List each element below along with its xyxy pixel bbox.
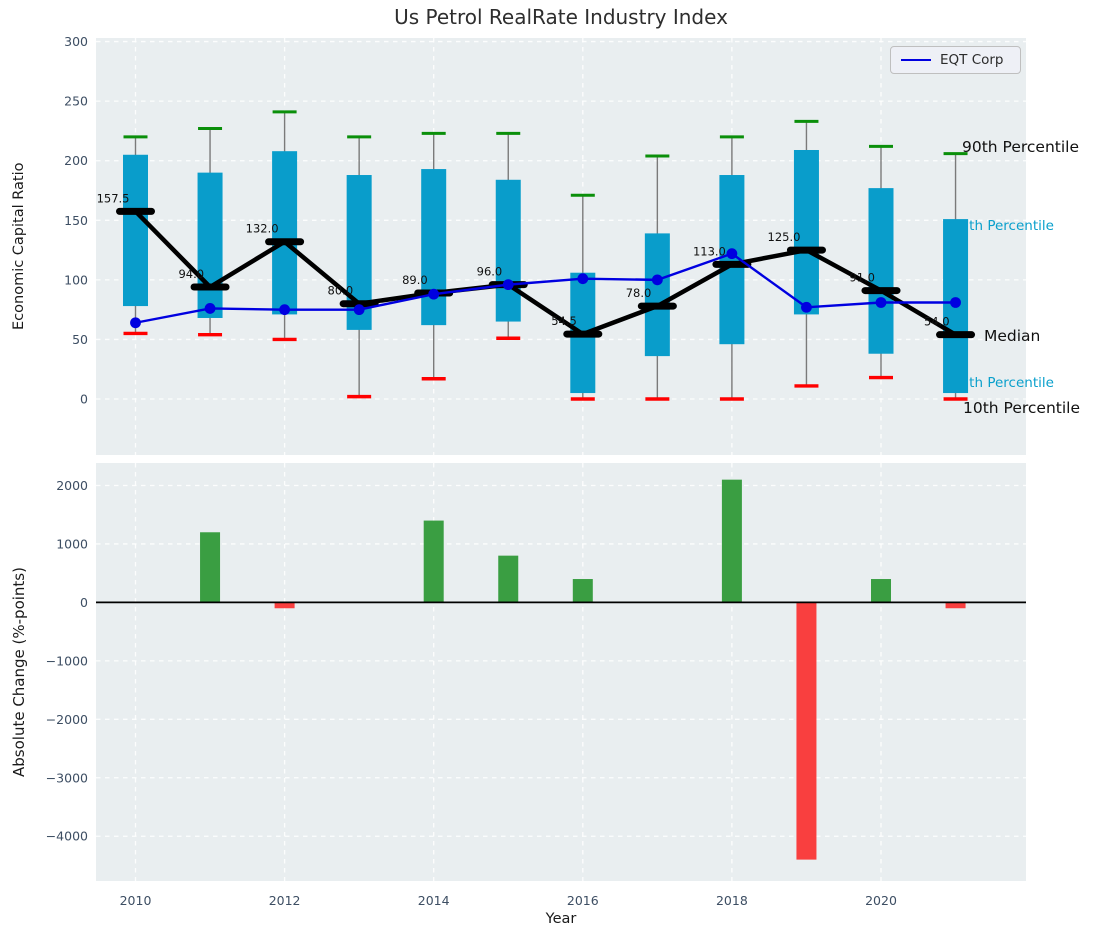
legend: EQT Corp: [890, 46, 1021, 74]
data-layer: 157.5 94.0 132.0 80.0 89.0 96.0 54.5 78.0 113.0 1…: [96, 110, 1026, 860]
legend-line-swatch: [901, 59, 931, 61]
box-2010: [123, 154, 148, 307]
median-marker-2021: [936, 331, 976, 339]
y-tick-label: 1000: [56, 536, 88, 551]
median-line: [133, 209, 957, 337]
box-2017: [644, 233, 670, 357]
median-value-label-2010: 157.5: [97, 191, 130, 205]
eqt-point-2020: [875, 297, 887, 308]
median-value-label-2021: 54.0: [924, 315, 950, 329]
median-value-label-2015: 96.0: [477, 265, 503, 279]
x-tick-label: 2014: [418, 893, 450, 908]
x-tick-label: 2012: [269, 893, 301, 908]
background-layer: 0 50 100 150 200 250 300 2000 1000 0 −1000 −2000 −30…: [46, 34, 1026, 908]
y-tick-label: −1000: [46, 653, 88, 668]
bar-2016: [572, 579, 593, 603]
median-marker-2020: [861, 287, 901, 295]
eqt-point-2016: [577, 273, 589, 285]
y-tick-label: 0: [80, 595, 88, 610]
eqt-point-2012: [279, 304, 290, 316]
bar-2018: [721, 479, 742, 603]
median-value-label-2019: 125.0: [768, 230, 801, 244]
y-tick-label: 150: [64, 213, 88, 228]
bar-2012: [274, 602, 295, 609]
box-2014: [421, 169, 447, 326]
median-value-label-2020: 91.0: [849, 271, 875, 285]
eqt-point-2019: [801, 301, 812, 313]
box-2011: [197, 172, 223, 318]
percentile-annotations-black: 90th Percentile Median 10th Percentile: [962, 138, 1080, 417]
median-value-label-2012: 132.0: [246, 222, 279, 236]
bar-2021: [945, 602, 966, 609]
y-tick-label: 300: [64, 34, 88, 49]
y-tick-label: 50: [72, 332, 88, 347]
box-2019: [793, 149, 819, 315]
bar-2019: [796, 602, 817, 860]
legend-label: EQT Corp: [940, 52, 1004, 68]
y-tick-label: 2000: [56, 478, 88, 493]
y-tick-label: −2000: [46, 712, 88, 727]
eqt-point-2017: [651, 274, 663, 286]
y-tick-label: 250: [64, 94, 88, 109]
median-marker-2017: [637, 302, 677, 310]
box-2012: [272, 151, 298, 315]
box-2020: [868, 188, 894, 354]
y-tick-label: 200: [64, 153, 88, 168]
y-axis-label-top: Economic Capital Ratio: [11, 162, 27, 331]
eqt-point-2010: [130, 317, 141, 329]
bar-2020: [871, 579, 891, 603]
annotation-90th-percentile: 90th Percentile: [962, 138, 1079, 156]
bar-2011: [200, 532, 221, 603]
eqt-point-2011: [204, 303, 216, 314]
median-value-label-2011: 94.0: [178, 267, 204, 281]
y-tick-label: 0: [80, 392, 88, 407]
eqt-point-2014: [428, 288, 440, 300]
x-axis-label: Year: [545, 911, 577, 927]
y-tick-label: −4000: [46, 829, 88, 844]
eqt-point-2021: [950, 297, 961, 308]
eqt-point-2015: [502, 279, 514, 291]
median-marker-2019: [786, 246, 826, 254]
median-value-label-2016: 54.5: [551, 314, 577, 328]
median-marker-2016: [563, 330, 603, 338]
bottom-plot-background: [96, 463, 1026, 881]
x-tick-label: 2010: [120, 893, 152, 908]
eqt-point-2013: [353, 304, 365, 316]
percentile-annotations-cyan: 75th Percentile 25th Percentile: [952, 218, 1054, 391]
median-value-label-2013: 80.0: [328, 284, 354, 298]
median-value-label-2017: 78.0: [626, 286, 652, 300]
median-marker-2013: [339, 300, 379, 308]
median-value-label-2014: 89.0: [402, 273, 428, 287]
eqt-line: [135, 252, 956, 324]
x-tick-label: 2020: [865, 893, 897, 908]
box-2015: [495, 179, 521, 322]
y-axis-label-bottom: Absolute Change (%-points): [10, 567, 28, 777]
eqt-point-2018: [726, 248, 738, 260]
annotation-median: Median: [984, 327, 1040, 345]
annotation-25th-percentile: 25th Percentile: [952, 375, 1054, 391]
median-marker-2010: [116, 207, 155, 215]
median-marker-2018: [712, 260, 752, 268]
chart-title: Us Petrol RealRate Industry Index: [394, 5, 728, 29]
median-marker-2012: [265, 238, 305, 246]
median-value-label-2018: 113.0: [693, 244, 726, 258]
y-tick-label: 100: [64, 272, 88, 287]
annotation-10th-percentile: 10th Percentile: [963, 399, 1080, 417]
x-tick-label: 2018: [716, 893, 748, 908]
bar-2014: [423, 520, 444, 603]
y-tick-label: −3000: [46, 770, 88, 785]
bar-2015: [498, 555, 519, 603]
annotation-75th-percentile: 75th Percentile: [952, 218, 1054, 234]
x-tick-label: 2016: [567, 893, 599, 908]
median-marker-2011: [190, 283, 230, 291]
